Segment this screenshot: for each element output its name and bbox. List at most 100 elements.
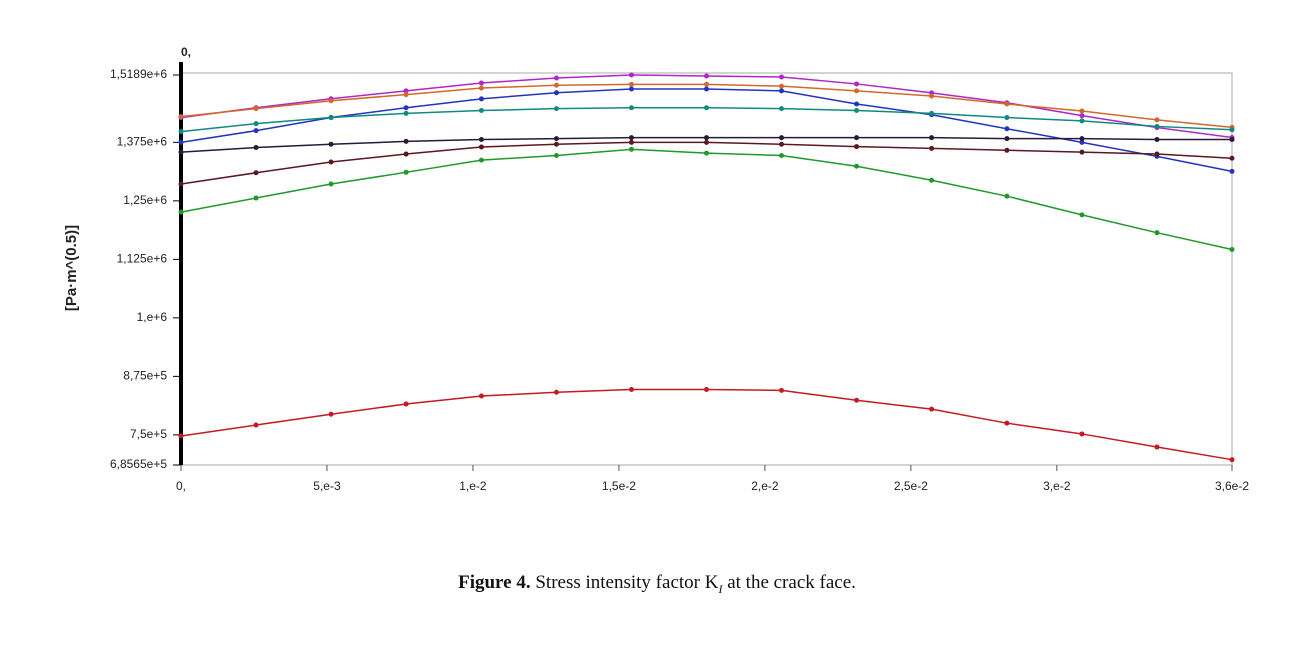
data-point bbox=[628, 105, 634, 111]
data-point bbox=[779, 106, 785, 112]
series-line bbox=[180, 88, 1233, 173]
data-point bbox=[178, 129, 184, 135]
data-point bbox=[1079, 108, 1085, 114]
x-tick-label: 3,e-2 bbox=[1043, 479, 1071, 493]
data-point bbox=[1004, 193, 1010, 199]
data-point bbox=[854, 135, 860, 141]
data-point bbox=[1229, 457, 1235, 463]
x-tick-label: 5,e-3 bbox=[313, 479, 341, 493]
data-point bbox=[553, 106, 559, 112]
data-point bbox=[929, 110, 935, 116]
data-point bbox=[704, 105, 709, 111]
x-tick-label: 3,6e-2 bbox=[1215, 479, 1249, 493]
data-point bbox=[1004, 136, 1010, 142]
data-point bbox=[178, 181, 184, 187]
data-point bbox=[1079, 431, 1085, 437]
data-point bbox=[704, 81, 709, 87]
data-point bbox=[929, 177, 935, 183]
data-point bbox=[478, 137, 484, 143]
data-point bbox=[704, 150, 709, 156]
data-point bbox=[403, 105, 409, 111]
data-point bbox=[553, 82, 559, 88]
series-line bbox=[180, 141, 1233, 185]
data-point bbox=[1079, 212, 1085, 218]
data-point bbox=[253, 121, 259, 127]
figure-caption: Figure 4. Stress intensity factor KI at … bbox=[0, 572, 1314, 597]
data-point bbox=[854, 88, 860, 94]
y-tick-label: 6,8565e+5 bbox=[110, 457, 167, 471]
data-point bbox=[929, 145, 935, 151]
data-point bbox=[178, 149, 184, 155]
data-point bbox=[328, 181, 334, 187]
series-line bbox=[180, 148, 1233, 251]
data-point bbox=[854, 163, 860, 169]
data-point bbox=[704, 73, 709, 79]
y-tick-label: 1,375e+6 bbox=[117, 135, 168, 149]
series-line bbox=[180, 388, 1233, 461]
data-point bbox=[403, 92, 409, 98]
data-point bbox=[1154, 151, 1160, 157]
data-point bbox=[1004, 126, 1010, 132]
data-point bbox=[854, 81, 860, 87]
data-point bbox=[1229, 137, 1235, 143]
data-point bbox=[478, 80, 484, 86]
data-point bbox=[779, 135, 785, 141]
data-point bbox=[628, 72, 634, 78]
data-point bbox=[628, 86, 634, 92]
y-axis-label: [Pa·m^(0.5)] bbox=[63, 225, 80, 311]
x-tick-label: 1,5e-2 bbox=[602, 479, 636, 493]
data-point bbox=[1079, 136, 1085, 142]
data-point bbox=[178, 209, 184, 215]
data-point bbox=[1229, 247, 1235, 253]
caption-subscript: I bbox=[718, 581, 723, 596]
data-point bbox=[1079, 118, 1085, 124]
data-point bbox=[253, 145, 259, 151]
data-point bbox=[779, 387, 785, 393]
data-point bbox=[1229, 155, 1235, 161]
data-point bbox=[553, 141, 559, 147]
data-point bbox=[704, 386, 709, 392]
x-tick-label: 0, bbox=[176, 479, 186, 493]
data-point bbox=[1229, 168, 1235, 174]
data-point bbox=[929, 93, 935, 99]
data-point bbox=[779, 141, 785, 147]
data-point bbox=[403, 110, 409, 116]
data-point bbox=[628, 386, 634, 392]
y-axis-top-label: 0, bbox=[181, 45, 191, 59]
data-point bbox=[1004, 101, 1010, 107]
data-point bbox=[704, 135, 709, 141]
data-point bbox=[628, 135, 634, 141]
y-tick-label: 1,5189e+6 bbox=[110, 67, 167, 81]
data-point bbox=[704, 139, 709, 145]
y-tick-label: 1,e+6 bbox=[137, 310, 168, 324]
data-point bbox=[178, 139, 184, 145]
x-tick-label: 2,5e-2 bbox=[894, 479, 928, 493]
data-point bbox=[1079, 113, 1085, 119]
data-point bbox=[253, 128, 259, 134]
data-point bbox=[929, 406, 935, 412]
data-point bbox=[704, 86, 709, 92]
data-point bbox=[478, 144, 484, 150]
data-point bbox=[628, 139, 634, 145]
data-point bbox=[553, 152, 559, 158]
caption-text: Stress intensity factor K bbox=[535, 572, 719, 593]
data-point bbox=[1154, 230, 1160, 236]
y-tick-label: 7,5e+5 bbox=[130, 427, 167, 441]
data-point bbox=[553, 75, 559, 81]
data-point bbox=[779, 152, 785, 158]
data-point bbox=[403, 401, 409, 407]
data-point bbox=[1154, 123, 1160, 129]
data-point bbox=[253, 422, 259, 428]
data-point bbox=[178, 433, 184, 439]
data-point bbox=[253, 195, 259, 201]
x-tick-label: 1,e-2 bbox=[459, 479, 487, 493]
data-point bbox=[1154, 444, 1160, 450]
chart: 0, [Pa·m^(0.5)] 6,8565e+5 7,5e+5 8,75e+5 1,… bbox=[63, 45, 1249, 493]
series-line bbox=[180, 106, 1233, 133]
data-point bbox=[854, 397, 860, 403]
data-point bbox=[328, 411, 334, 417]
data-point bbox=[854, 108, 860, 114]
y-tick-label: 1,125e+6 bbox=[117, 252, 168, 266]
data-point bbox=[253, 170, 259, 176]
